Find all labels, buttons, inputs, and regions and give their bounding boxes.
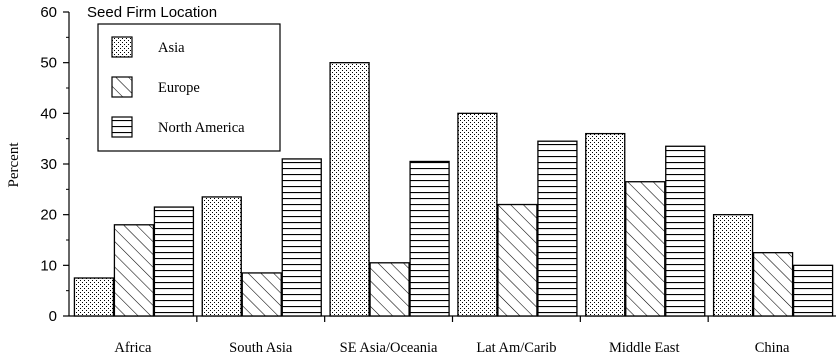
bar-north-america bbox=[537, 140, 578, 317]
bar-asia bbox=[712, 214, 754, 317]
bar-europe bbox=[752, 252, 794, 317]
bar-north-america bbox=[409, 160, 450, 317]
bars-group bbox=[73, 62, 834, 317]
x-category-label: South Asia bbox=[229, 340, 293, 356]
legend-swatch-europe bbox=[111, 76, 133, 98]
bar-asia bbox=[329, 62, 370, 317]
x-category-label: Africa bbox=[114, 340, 152, 356]
y-tick-label: 10 bbox=[40, 257, 57, 274]
bar-europe bbox=[241, 272, 282, 317]
legend-label: North America bbox=[158, 120, 245, 136]
bar-north-america bbox=[792, 264, 834, 317]
x-category-label: Lat Am/Carib bbox=[476, 340, 556, 356]
x-category-label: China bbox=[755, 340, 790, 356]
y-tick-label: 50 bbox=[40, 55, 57, 72]
bar-north-america bbox=[665, 145, 706, 317]
bar-asia bbox=[201, 196, 242, 317]
legend-swatch-asia bbox=[111, 36, 133, 58]
y-tick-label: 0 bbox=[49, 308, 57, 325]
bar-europe bbox=[497, 203, 538, 317]
y-tick-label: 20 bbox=[40, 207, 57, 224]
category-labels-group: Africa South Asia SE Asia/Oceania Lat Am/Ca… bbox=[114, 340, 790, 356]
bar-europe bbox=[625, 181, 666, 317]
x-category-label: Middle East bbox=[609, 340, 679, 356]
legend-label: Asia bbox=[158, 40, 185, 56]
bar-europe bbox=[369, 262, 410, 317]
bar-europe bbox=[113, 224, 155, 317]
legend-swatch-north-america bbox=[111, 116, 133, 138]
y-ticks-group: 0 10 20 30 40 50 60 bbox=[40, 4, 69, 325]
y-tick-label: 30 bbox=[40, 156, 57, 173]
x-ticks-group bbox=[196, 316, 709, 322]
y-axis-label: Percent bbox=[6, 142, 22, 188]
y-tick-label: 60 bbox=[40, 4, 57, 21]
legend-label: Europe bbox=[158, 80, 200, 96]
bar-asia bbox=[585, 132, 626, 317]
legend: Seed Firm Location Asia Europe North Ameri… bbox=[87, 4, 281, 152]
bar-asia bbox=[457, 112, 498, 317]
bar-north-america bbox=[153, 206, 195, 317]
bar-asia bbox=[73, 277, 115, 317]
legend-items: Asia Europe North America bbox=[111, 36, 245, 138]
y-tick-label: 40 bbox=[40, 105, 57, 122]
x-category-label: SE Asia/Oceania bbox=[340, 340, 438, 356]
legend-title: Seed Firm Location bbox=[87, 4, 217, 21]
bar-north-america bbox=[281, 158, 322, 317]
